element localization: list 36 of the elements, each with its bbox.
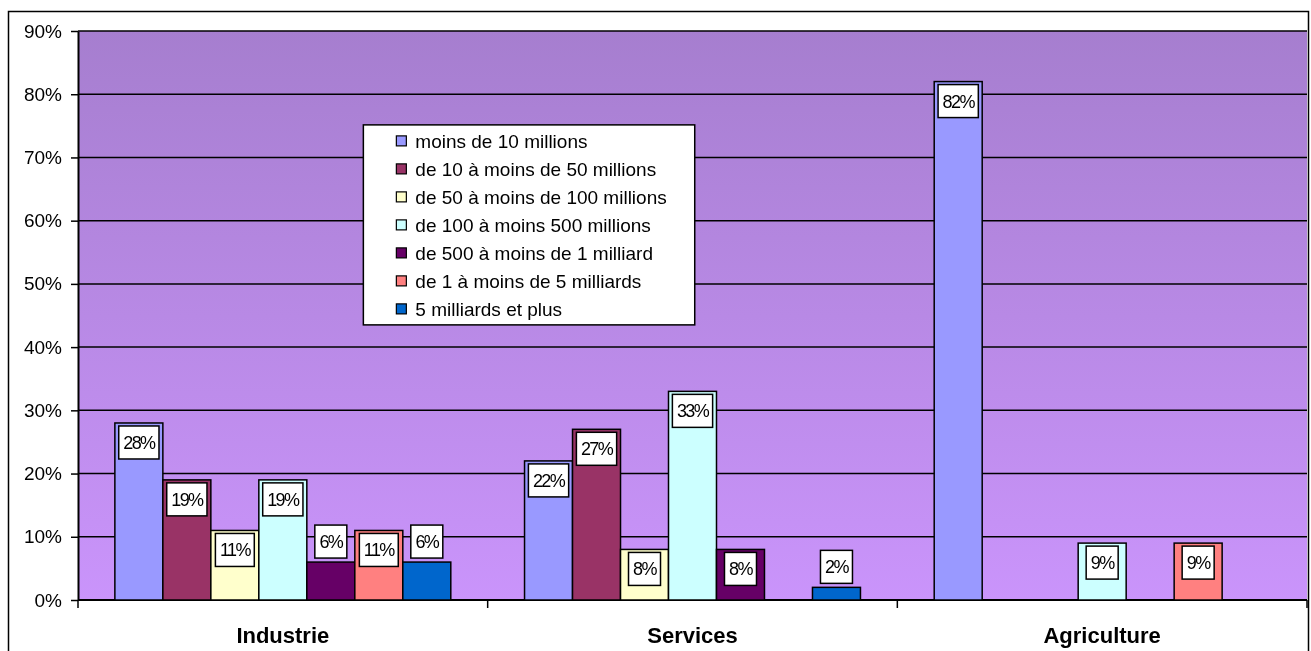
legend-label: 5 milliards et plus — [415, 298, 563, 320]
data-label: 8% — [633, 559, 658, 580]
y-tick-label: 80% — [23, 83, 63, 105]
y-tick-label: 30% — [23, 399, 63, 421]
legend-label: moins de 10 millions — [415, 130, 588, 152]
y-tick-label: 90% — [23, 20, 63, 42]
data-label: 6% — [415, 532, 440, 553]
data-label: 19% — [267, 489, 301, 510]
data-label: 27% — [580, 439, 614, 460]
data-label: 9% — [1090, 553, 1116, 574]
y-tick-label: 60% — [23, 210, 63, 232]
data-label: 22% — [532, 470, 566, 491]
legend-label: de 100 à moins 500 millions — [415, 214, 651, 236]
data-label: 19% — [171, 489, 205, 510]
data-label: 33% — [676, 401, 710, 422]
x-tick-label: Services — [647, 623, 738, 648]
y-tick-label: 10% — [23, 526, 63, 548]
data-label: 82% — [942, 91, 976, 112]
data-label: 11% — [363, 540, 396, 561]
legend-label: de 50 à moins de 100 millions — [415, 186, 667, 208]
y-tick-label: 70% — [23, 147, 63, 169]
y-tick-label: 0% — [34, 589, 63, 611]
data-label: 11% — [219, 540, 252, 561]
legend-label: de 10 à moins de 50 millions — [415, 158, 657, 180]
data-label: 6% — [319, 532, 344, 553]
data-label: 9% — [1186, 553, 1212, 574]
data-label: 2% — [825, 557, 850, 578]
data-label: 28% — [123, 432, 157, 453]
legend-label: de 1 à moins de 5 milliards — [415, 270, 642, 292]
data-label: 8% — [729, 559, 754, 580]
y-tick-label: 50% — [23, 273, 63, 295]
y-tick-label: 20% — [23, 463, 63, 485]
x-tick-label: Industrie — [236, 623, 330, 648]
x-tick-label: Agriculture — [1043, 623, 1161, 648]
y-tick-label: 40% — [23, 336, 63, 358]
legend-label: de 500 à moins de 1 milliard — [415, 242, 653, 264]
